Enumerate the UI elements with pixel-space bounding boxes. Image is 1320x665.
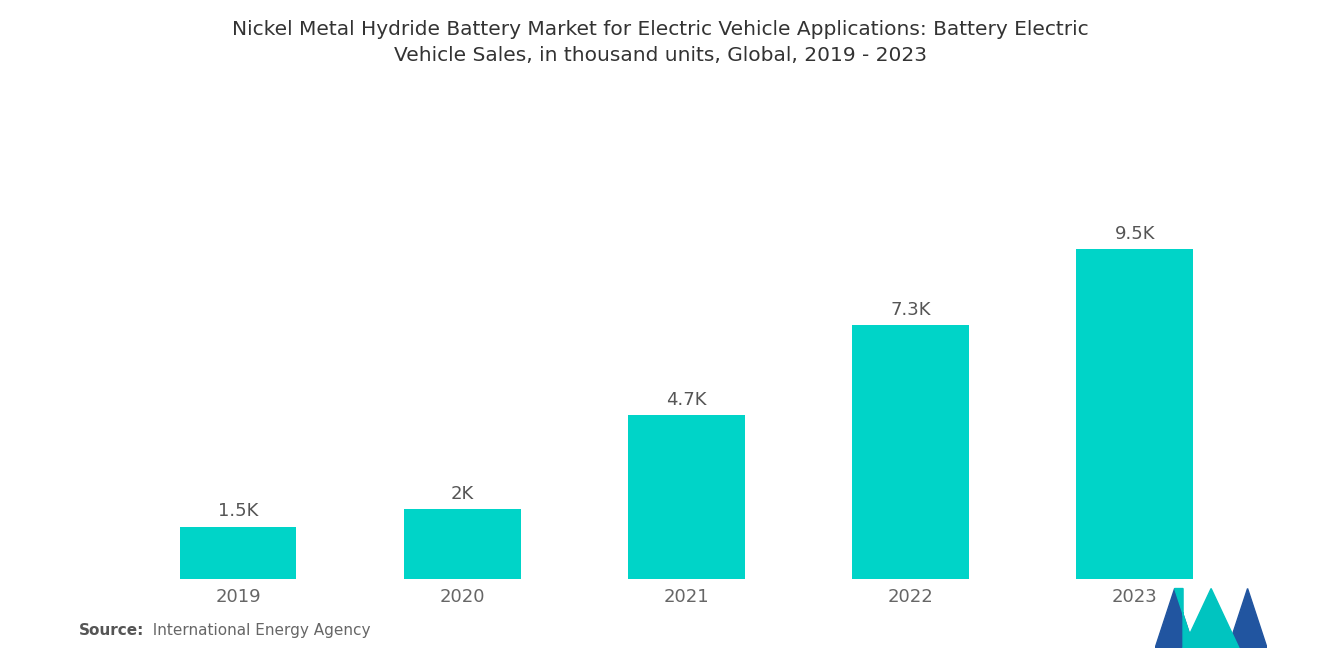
- Text: Nickel Metal Hydride Battery Market for Electric Vehicle Applications: Battery E: Nickel Metal Hydride Battery Market for …: [232, 20, 1088, 65]
- Bar: [180, 527, 297, 579]
- Bar: [1076, 249, 1193, 579]
- Text: 2K: 2K: [450, 485, 474, 503]
- Bar: [628, 416, 744, 579]
- Text: 1.5K: 1.5K: [218, 502, 259, 520]
- Text: International Energy Agency: International Energy Agency: [143, 623, 370, 638]
- Text: 9.5K: 9.5K: [1114, 225, 1155, 243]
- Text: 4.7K: 4.7K: [667, 391, 706, 409]
- Text: Source:: Source:: [79, 623, 145, 638]
- Polygon shape: [1155, 589, 1195, 648]
- Polygon shape: [1183, 589, 1239, 648]
- Polygon shape: [1228, 589, 1267, 648]
- Polygon shape: [1175, 589, 1195, 648]
- Bar: [853, 325, 969, 579]
- Bar: [404, 509, 520, 579]
- Text: 7.3K: 7.3K: [890, 301, 931, 319]
